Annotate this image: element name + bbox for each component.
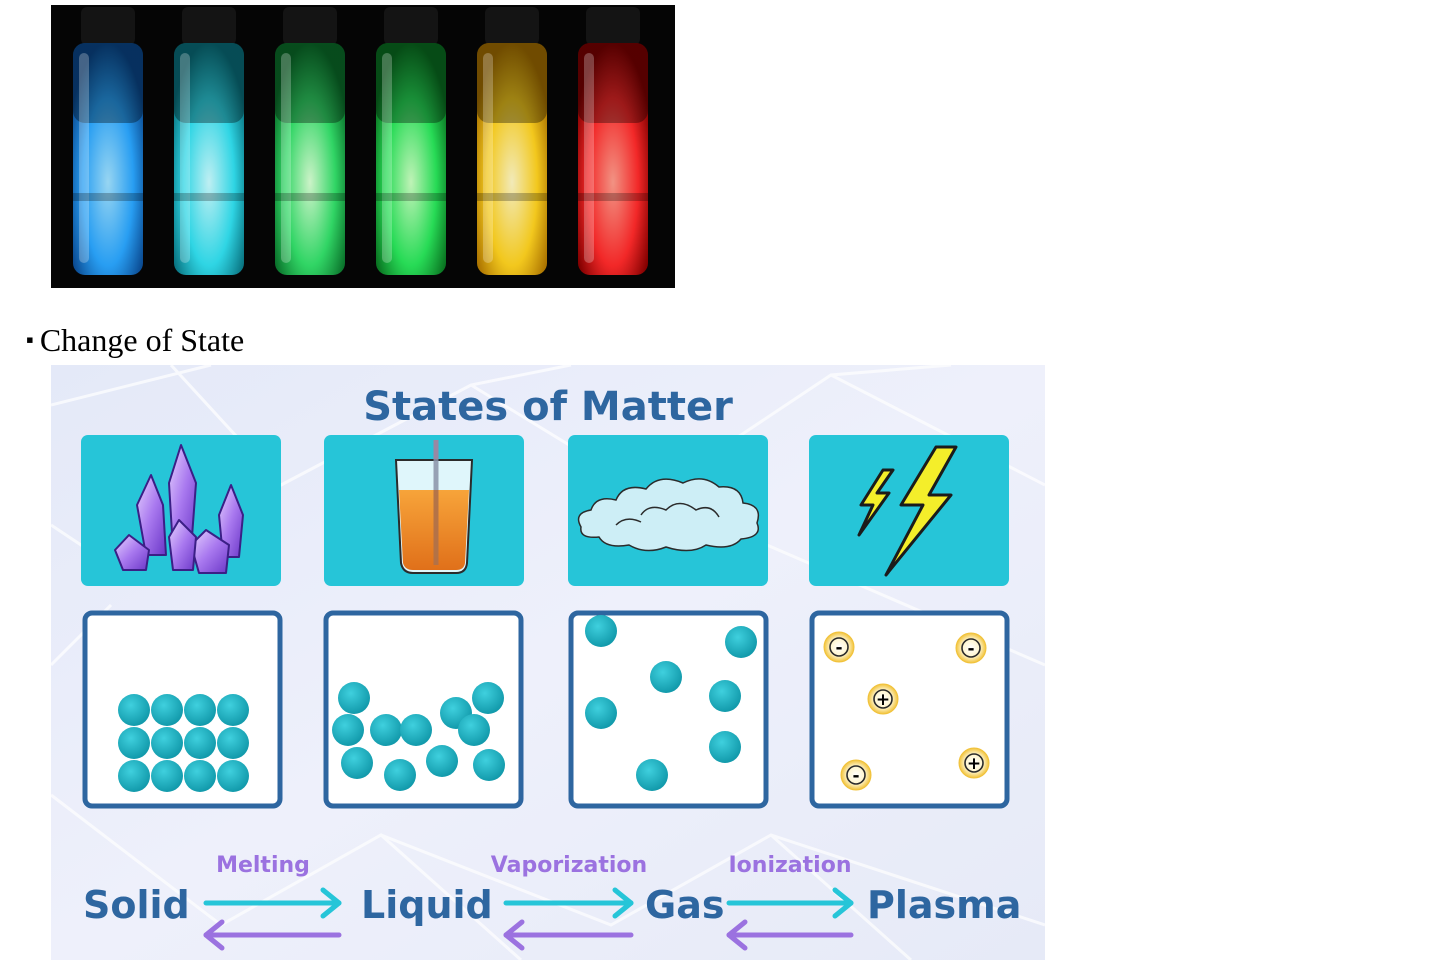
state-label-solid: Solid bbox=[83, 883, 190, 927]
solid-particle bbox=[118, 694, 150, 726]
bullet-icon: ▪ bbox=[26, 327, 34, 352]
state-label-gas: Gas bbox=[645, 883, 724, 927]
negative-ion-icon: - bbox=[840, 759, 872, 791]
ion-charge-label: - bbox=[967, 639, 974, 659]
liquid-particle bbox=[458, 714, 490, 746]
particle-box-plasma: - - + - + bbox=[809, 610, 1010, 809]
forward-arrow-vaporization bbox=[503, 887, 634, 919]
solid-particle bbox=[151, 727, 183, 759]
crystal-icon bbox=[114, 444, 244, 574]
reverse-arrow-condensation bbox=[503, 919, 634, 951]
lightning-icon bbox=[857, 445, 958, 577]
state-tile-plasma bbox=[809, 435, 1009, 586]
negative-ion-icon: - bbox=[955, 632, 987, 664]
juice-glass-icon bbox=[394, 440, 474, 574]
state-label-liquid: Liquid bbox=[361, 883, 493, 927]
gas-particle bbox=[709, 680, 741, 712]
liquid-particle bbox=[384, 759, 416, 791]
positive-ion-icon: + bbox=[867, 683, 899, 715]
bullet-text: Change of State bbox=[39, 322, 245, 358]
gas-particle bbox=[585, 697, 617, 729]
liquid-particle bbox=[338, 682, 370, 714]
gas-particle bbox=[636, 759, 668, 791]
forward-arrow-melting bbox=[203, 887, 342, 919]
liquid-particle bbox=[472, 682, 504, 714]
vial bbox=[275, 7, 345, 275]
gas-particle bbox=[725, 626, 757, 658]
solid-particle bbox=[184, 727, 216, 759]
solid-particle bbox=[217, 694, 249, 726]
quantum-dot-vials-photo bbox=[51, 5, 675, 288]
states-of-matter-infographic: States of Matter bbox=[51, 365, 1045, 960]
transition-label-vaporization: Vaporization bbox=[491, 853, 647, 878]
vial bbox=[477, 7, 547, 275]
state-tile-liquid bbox=[324, 435, 524, 586]
forward-arrow-ionization bbox=[726, 887, 854, 919]
vial bbox=[376, 7, 446, 275]
vial bbox=[73, 7, 143, 275]
positive-ion-icon: + bbox=[958, 747, 990, 779]
solid-particle bbox=[151, 760, 183, 792]
liquid-particle bbox=[370, 714, 402, 746]
transition-label-ionization: Ionization bbox=[729, 853, 852, 878]
solid-particle bbox=[184, 760, 216, 792]
particle-box-gas bbox=[568, 610, 769, 809]
gas-particle bbox=[709, 731, 741, 763]
state-tile-gas bbox=[568, 435, 768, 586]
solid-particle bbox=[184, 694, 216, 726]
negative-ion-icon: - bbox=[823, 631, 855, 663]
solid-particle bbox=[118, 727, 150, 759]
state-label-plasma: Plasma bbox=[867, 883, 1021, 927]
bullet-item-change-of-state: ▪ Change of State bbox=[26, 318, 244, 366]
cloud-icon bbox=[577, 478, 760, 552]
state-tile-solid bbox=[81, 435, 281, 586]
ion-charge-label: + bbox=[876, 690, 890, 710]
vial bbox=[174, 7, 244, 275]
solid-particle bbox=[217, 760, 249, 792]
solid-particle bbox=[151, 694, 183, 726]
ion-charge-label: - bbox=[852, 766, 859, 786]
solid-particle bbox=[217, 727, 249, 759]
infographic-title: States of Matter bbox=[363, 384, 733, 430]
liquid-particle bbox=[400, 714, 432, 746]
particle-box-solid bbox=[82, 610, 283, 809]
liquid-particle bbox=[341, 747, 373, 779]
ion-charge-label: - bbox=[835, 638, 842, 658]
reverse-arrow-recombination bbox=[726, 919, 854, 951]
reverse-arrow-freezing bbox=[203, 919, 342, 951]
solid-particle bbox=[118, 760, 150, 792]
ion-charge-label: + bbox=[967, 754, 981, 774]
particle-box-liquid bbox=[323, 610, 524, 809]
liquid-particle bbox=[473, 749, 505, 781]
gas-particle bbox=[585, 615, 617, 647]
vial bbox=[578, 7, 648, 275]
gas-particle bbox=[650, 661, 682, 693]
liquid-particle bbox=[426, 745, 458, 777]
transition-label-melting: Melting bbox=[216, 853, 310, 878]
liquid-particle bbox=[332, 714, 364, 746]
